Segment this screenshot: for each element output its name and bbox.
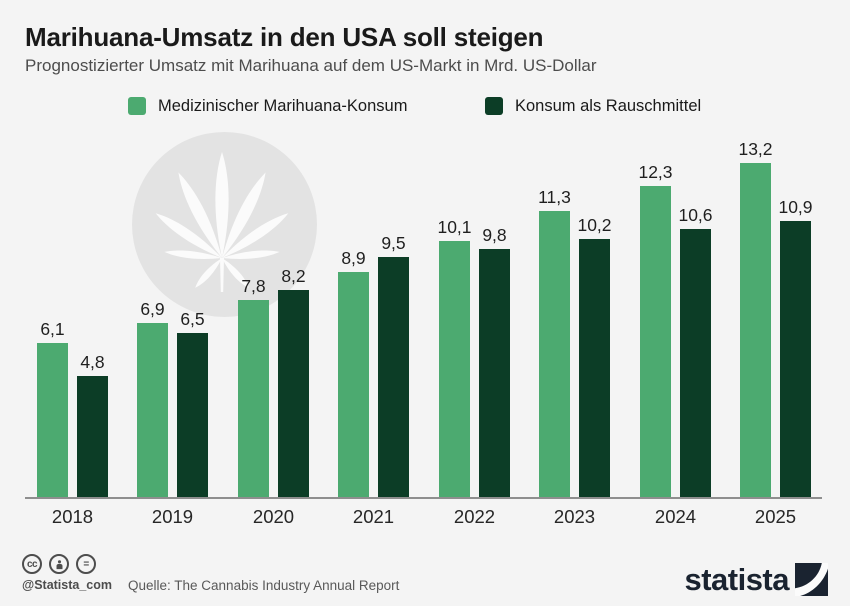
bar-value-label: 9,5 — [381, 233, 406, 253]
bar-value-label: 4,8 — [80, 352, 105, 372]
bar-value-label: 11,3 — [538, 187, 571, 207]
bar-medical-2023 — [539, 211, 570, 498]
bar-recreational-2018 — [77, 376, 108, 498]
bar-recreational-2019 — [177, 333, 208, 498]
x-axis-label: 2020 — [252, 506, 295, 527]
chart-legend: Medizinischer Marihuana-Konsum Konsum al… — [0, 95, 850, 119]
cc-license-icons: cc = — [22, 554, 96, 574]
bar-medical-2024 — [640, 186, 671, 498]
bar-recreational-2024 — [680, 229, 711, 498]
statista-handle: @Statista_com — [22, 578, 112, 592]
statista-logo-mark — [795, 563, 828, 596]
legend-label-recreational: Konsum als Rauschmittel — [515, 96, 702, 115]
bar-value-label: 6,1 — [40, 319, 65, 339]
cannabis-leaf-watermark — [132, 132, 317, 317]
bar-value-label: 7,8 — [241, 276, 266, 296]
bar-value-label: 13,2 — [738, 139, 773, 159]
legend-label-medical: Medizinischer Marihuana-Konsum — [158, 96, 408, 115]
bar-value-label: 10,6 — [678, 205, 713, 225]
x-axis-label: 2021 — [352, 506, 395, 527]
legend-item-medical: Medizinischer Marihuana-Konsum — [128, 95, 407, 117]
bar-medical-2018 — [37, 343, 68, 498]
bar-medical-2020 — [238, 300, 269, 498]
attribution-person-icon — [49, 554, 69, 574]
bar-recreational-2023 — [579, 239, 610, 498]
bar-value-label: 10,9 — [778, 197, 813, 217]
bar-value-label: 8,2 — [281, 266, 306, 286]
cc-icon: cc — [22, 554, 42, 574]
bar-value-label: 9,8 — [482, 225, 507, 245]
x-axis-line — [25, 497, 822, 499]
x-axis-label: 2024 — [654, 506, 697, 527]
bar-recreational-2020 — [278, 290, 309, 498]
bar-medical-2025 — [740, 163, 771, 498]
statista-logo-text: statista — [684, 562, 789, 597]
statista-logo: statista — [684, 562, 828, 597]
bar-value-label: 6,9 — [140, 299, 165, 319]
bar-recreational-2021 — [378, 257, 409, 498]
legend-item-recreational: Konsum als Rauschmittel — [485, 95, 701, 117]
bar-value-label: 12,3 — [638, 162, 673, 182]
bar-recreational-2025 — [780, 221, 811, 498]
legend-swatch-recreational — [485, 97, 503, 115]
x-axis-label: 2022 — [453, 506, 496, 527]
x-axis-label: 2019 — [151, 506, 194, 527]
bar-value-label: 10,2 — [577, 215, 612, 235]
bar-value-label: 8,9 — [341, 248, 366, 268]
x-axis-label: 2025 — [754, 506, 797, 527]
bar-medical-2022 — [439, 241, 470, 498]
x-axis-label: 2023 — [553, 506, 596, 527]
bar-value-label: 10,1 — [437, 217, 472, 237]
bar-recreational-2022 — [479, 249, 510, 498]
page-subtitle: Prognostizierter Umsatz mit Marihuana au… — [25, 56, 597, 75]
x-axis-label: 2018 — [51, 506, 94, 527]
bar-value-label: 6,5 — [180, 309, 205, 329]
legend-swatch-medical — [128, 97, 146, 115]
source-text: Quelle: The Cannabis Industry Annual Rep… — [128, 578, 400, 593]
bar-medical-2021 — [338, 272, 369, 498]
page-title: Marihuana-Umsatz in den USA soll steigen — [25, 22, 544, 52]
bar-medical-2019 — [137, 323, 168, 498]
equal-icon: = — [76, 554, 96, 574]
